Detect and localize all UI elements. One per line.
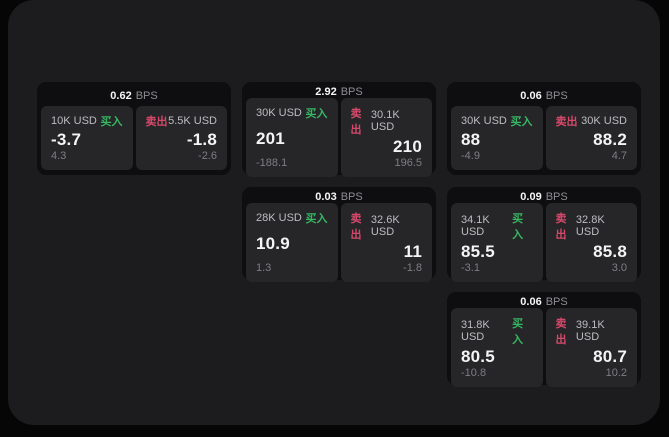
spread-value: 0.06 [520, 296, 542, 308]
quote-body: 30K USD 买入 88 -4.9 卖出 30K USD 88.2 4.7 [451, 106, 637, 170]
buy-amount: 28K USD [256, 212, 302, 224]
sell-delta: -2.6 [198, 150, 217, 162]
buy-quote-tile[interactable]: 34.1K USD 买入 85.5 -3.1 [451, 203, 543, 282]
spread-value: 0.62 [110, 90, 132, 102]
quote-body: 10K USD 买入 -3.7 4.3 卖出 5.5K USD -1.8 -2.… [41, 106, 227, 170]
buy-price: -3.7 [51, 129, 82, 149]
sell-price: 85.8 [593, 242, 627, 261]
spread-header: 0.09 BPS [451, 191, 637, 203]
quote-body: 31.8K USD 买入 80.5 -10.8 卖出 39.1K USD 80.… [451, 308, 637, 387]
buy-amount: 30K USD [256, 107, 302, 119]
sell-label: 卖出 [555, 318, 567, 346]
spread-header: 0.62 BPS [41, 86, 227, 106]
quote-card: 0.62 BPS 10K USD 买入 -3.7 4.3 卖出 5.5K USD [37, 82, 231, 175]
sell-price: 210 [393, 137, 422, 156]
sell-delta: 10.2 [605, 367, 627, 379]
sell-delta: 3.0 [611, 262, 627, 274]
quote-body: 28K USD 买入 10.9 1.3 卖出 32.6K USD 11 -1.8 [246, 203, 432, 282]
quote-card: 0.06 BPS 30K USD 买入 88 -4.9 卖出 30K USD [447, 82, 641, 175]
buy-price: 80.5 [461, 347, 495, 366]
sell-label: 卖出 [145, 116, 168, 128]
quote-body: 34.1K USD 买入 85.5 -3.1 卖出 32.8K USD 85.8… [451, 203, 637, 282]
buy-label: 买入 [305, 108, 328, 120]
sell-label: 卖出 [555, 213, 567, 241]
spread-unit: BPS [340, 86, 363, 98]
buy-label: 买入 [512, 318, 524, 346]
buy-delta: 1.3 [256, 262, 272, 274]
sell-amount: 30.1K USD [370, 109, 400, 133]
buy-label: 买入 [100, 116, 123, 128]
sell-quote-tile[interactable]: 卖出 39.1K USD 80.7 10.2 [545, 308, 637, 387]
quote-body: 30K USD 买入 201 -188.1 卖出 30.1K USD 210 1… [246, 98, 432, 177]
spread-unit: BPS [545, 90, 568, 102]
sell-label: 卖出 [555, 116, 578, 128]
spread-unit: BPS [545, 296, 568, 308]
sell-amount: 30K USD [581, 115, 627, 127]
buy-delta: -3.1 [461, 262, 480, 274]
buy-label: 买入 [512, 213, 524, 241]
buy-amount: 30K USD [461, 115, 507, 127]
quote-card: 2.92 BPS 30K USD 买入 201 -188.1 卖出 30.1K … [242, 82, 436, 177]
buy-delta: -4.9 [461, 150, 480, 162]
sell-quote-tile[interactable]: 卖出 32.6K USD 11 -1.8 [340, 203, 432, 282]
sell-quote-tile[interactable]: 卖出 30.1K USD 210 196.5 [340, 98, 432, 177]
spread-value: 2.92 [315, 86, 337, 98]
buy-price: 85.5 [461, 242, 495, 261]
buy-price: 201 [256, 129, 285, 148]
sell-price: 80.7 [593, 347, 627, 366]
sell-label: 卖出 [350, 213, 362, 241]
spread-header: 0.03 BPS [246, 191, 432, 203]
spread-value: 0.06 [520, 90, 542, 102]
quote-card: 0.03 BPS 28K USD 买入 10.9 1.3 卖出 32.6K US… [242, 187, 436, 282]
sell-delta: 196.5 [394, 157, 422, 169]
buy-price: 10.9 [256, 234, 290, 253]
sell-price: -1.8 [186, 129, 217, 149]
spread-header: 0.06 BPS [451, 296, 637, 308]
buy-price: 88 [461, 129, 481, 149]
spread-unit: BPS [545, 191, 568, 203]
buy-delta: -188.1 [256, 157, 288, 169]
buy-quote-tile[interactable]: 30K USD 买入 201 -188.1 [246, 98, 338, 177]
quote-card: 0.06 BPS 31.8K USD 买入 80.5 -10.8 卖出 39.1… [447, 292, 641, 387]
sell-delta: -1.8 [403, 262, 422, 274]
buy-label: 买入 [510, 116, 533, 128]
buy-label: 买入 [305, 213, 328, 225]
buy-quote-tile[interactable]: 10K USD 买入 -3.7 4.3 [41, 106, 133, 170]
spread-header: 2.92 BPS [246, 86, 432, 98]
buy-amount: 31.8K USD [461, 319, 490, 343]
quote-cards-grid: 0.62 BPS 10K USD 买入 -3.7 4.3 卖出 5.5K USD [37, 82, 641, 387]
sell-amount: 5.5K USD [168, 115, 217, 127]
sell-quote-tile[interactable]: 卖出 32.8K USD 85.8 3.0 [545, 203, 637, 282]
sell-delta: 4.7 [611, 150, 627, 162]
sell-price: 11 [403, 242, 422, 261]
spread-unit: BPS [340, 191, 363, 203]
spread-unit: BPS [135, 90, 158, 102]
sell-label: 卖出 [350, 108, 362, 136]
sell-quote-tile[interactable]: 卖出 30K USD 88.2 4.7 [545, 106, 637, 170]
buy-delta: 4.3 [51, 150, 67, 162]
sell-quote-tile[interactable]: 卖出 5.5K USD -1.8 -2.6 [135, 106, 227, 170]
spread-header: 0.06 BPS [451, 86, 637, 106]
buy-quote-tile[interactable]: 31.8K USD 买入 80.5 -10.8 [451, 308, 543, 387]
buy-amount: 34.1K USD [461, 214, 490, 238]
sell-amount: 39.1K USD [575, 319, 605, 343]
buy-delta: -10.8 [461, 367, 487, 379]
spread-value: 0.09 [520, 191, 542, 203]
buy-quote-tile[interactable]: 30K USD 买入 88 -4.9 [451, 106, 543, 170]
spread-value: 0.03 [315, 191, 337, 203]
app-panel: 0.62 BPS 10K USD 买入 -3.7 4.3 卖出 5.5K USD [8, 0, 660, 425]
sell-price: 88.2 [593, 129, 627, 149]
buy-quote-tile[interactable]: 28K USD 买入 10.9 1.3 [246, 203, 338, 282]
buy-amount: 10K USD [51, 115, 97, 127]
sell-amount: 32.6K USD [370, 214, 400, 238]
sell-amount: 32.8K USD [575, 214, 605, 238]
quote-card: 0.09 BPS 34.1K USD 买入 85.5 -3.1 卖出 32.8K… [447, 187, 641, 282]
